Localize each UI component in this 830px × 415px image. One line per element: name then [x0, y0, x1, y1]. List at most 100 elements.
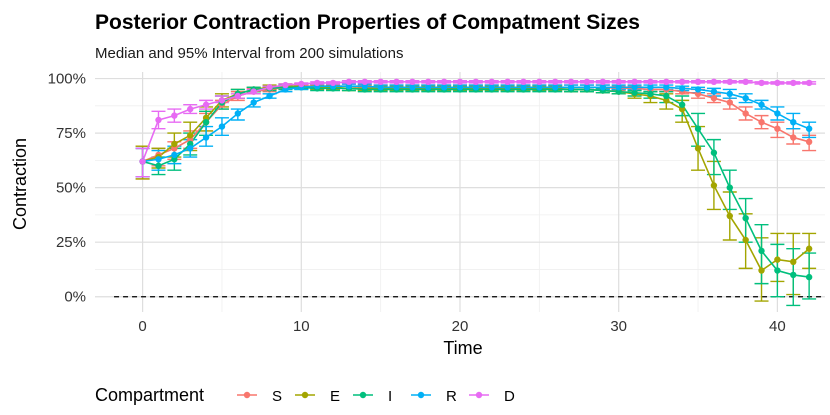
y-tick-label: 0%	[64, 289, 86, 306]
point-I	[202, 118, 210, 126]
point-I	[155, 162, 162, 170]
series-line-I	[142, 86, 810, 278]
point-D	[298, 80, 305, 88]
point-R	[774, 110, 781, 117]
x-tick-label: 20	[452, 318, 469, 335]
point-I	[631, 89, 638, 96]
point-R	[567, 84, 575, 91]
y-axis-ticks: 0% 25% 50% 75% 100%	[48, 71, 86, 306]
point-D	[440, 78, 448, 86]
point-D	[218, 97, 226, 104]
x-tick-label: 40	[769, 318, 786, 335]
legend: Compartment S E I R D	[95, 385, 515, 405]
point-I	[790, 271, 797, 279]
point-D	[742, 78, 749, 86]
point-D	[615, 78, 622, 86]
point-R	[583, 84, 591, 91]
point-R	[266, 92, 273, 100]
point-S	[726, 99, 733, 106]
point-D	[187, 105, 194, 113]
point-R	[678, 85, 686, 92]
point-D	[520, 78, 527, 86]
legend-title: Compartment	[95, 385, 204, 405]
point-R	[234, 110, 242, 117]
point-D	[234, 92, 242, 100]
legend-key-point	[359, 391, 367, 399]
point-D	[694, 78, 702, 86]
point-R	[488, 84, 495, 91]
point-D	[345, 78, 353, 86]
point-E	[790, 258, 797, 266]
x-axis-ticks: 0 10 20 30 40	[138, 318, 785, 335]
point-R	[552, 84, 559, 91]
point-R	[202, 134, 210, 141]
point-D	[393, 78, 400, 86]
point-D	[377, 78, 384, 86]
point-D	[425, 78, 432, 86]
series-lines	[141, 81, 810, 278]
point-R	[155, 156, 162, 163]
point-D	[710, 78, 718, 86]
point-D	[456, 78, 464, 86]
point-D	[282, 81, 289, 89]
point-I	[805, 273, 813, 281]
point-D	[139, 158, 146, 165]
legend-item-D: D	[469, 388, 515, 405]
x-tick-label: 30	[610, 318, 627, 335]
point-D	[790, 79, 797, 87]
point-R	[647, 84, 654, 91]
legend-label: E	[330, 388, 340, 405]
legend-key-point	[417, 391, 425, 399]
point-R	[742, 94, 749, 102]
point-R	[456, 84, 464, 91]
grid-lines	[95, 72, 825, 312]
point-D	[583, 78, 591, 86]
legend-key-point	[301, 391, 309, 399]
legend-item-I: I	[353, 388, 392, 405]
point-R	[377, 84, 384, 91]
point-R	[615, 84, 622, 91]
point-D	[599, 78, 607, 86]
point-S	[774, 125, 781, 132]
point-D	[313, 79, 321, 87]
point-S	[710, 94, 718, 102]
point-E	[726, 212, 733, 220]
point-R	[631, 84, 638, 91]
x-axis-title: Time	[443, 338, 482, 358]
point-E	[742, 236, 749, 244]
point-D	[552, 78, 559, 86]
point-D	[409, 78, 416, 86]
point-D	[155, 116, 162, 124]
point-R	[409, 84, 416, 91]
point-R	[171, 151, 178, 159]
point-D	[567, 78, 575, 86]
point-D	[171, 112, 178, 119]
point-R	[440, 84, 448, 91]
point-R	[694, 86, 702, 93]
point-S	[805, 138, 813, 146]
point-R	[663, 84, 670, 91]
legend-item-E: E	[295, 388, 340, 405]
point-E	[694, 145, 702, 152]
point-R	[599, 84, 607, 91]
y-axis-title: Contraction	[10, 138, 30, 230]
point-R	[393, 84, 400, 91]
point-R	[805, 125, 813, 132]
legend-key-point	[475, 391, 483, 399]
point-E	[805, 245, 813, 252]
series-points	[139, 78, 813, 281]
point-D	[805, 79, 813, 87]
chart-title: Posterior Contraction Properties of Comp…	[95, 11, 640, 34]
point-R	[504, 84, 511, 91]
point-R	[726, 90, 733, 98]
point-R	[250, 99, 257, 106]
x-tick-label: 10	[293, 318, 310, 335]
point-R	[425, 84, 432, 91]
point-E	[774, 256, 781, 263]
point-I	[694, 125, 702, 132]
point-R	[536, 84, 543, 91]
legend-item-S: S	[237, 388, 282, 405]
series-line-E	[142, 85, 810, 272]
point-D	[647, 78, 654, 86]
